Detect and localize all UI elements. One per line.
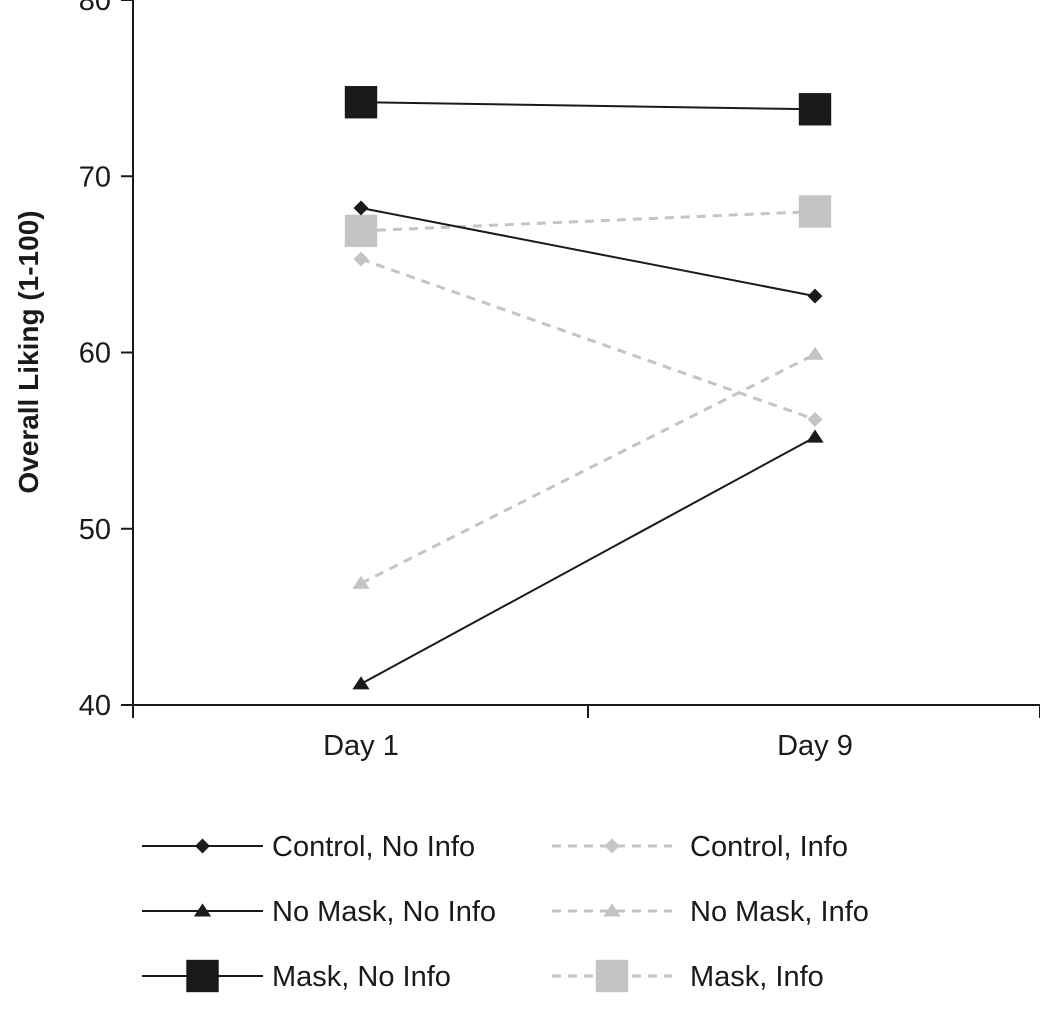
point-marker-control-no-info bbox=[807, 288, 823, 304]
axes: 40 50 60 70 80 Day 1 Day 9 bbox=[79, 0, 1040, 762]
legend-marker-control-info bbox=[604, 838, 620, 854]
series-markers bbox=[344, 86, 832, 690]
legend-label-mask-info: Mask, Info bbox=[690, 961, 824, 993]
legend-marker-mask-no-info bbox=[186, 959, 219, 993]
point-marker-control-no-info bbox=[353, 200, 369, 216]
series-line-mask-info bbox=[360, 210, 816, 233]
point-marker-no-mask-no-info bbox=[806, 429, 824, 443]
legend-label-no-mask-info: No Mask, Info bbox=[690, 896, 869, 928]
legend-marker-no-mask-no-info bbox=[193, 903, 212, 917]
point-marker-no-mask-info bbox=[806, 346, 824, 360]
y-tick-label: 80 bbox=[79, 0, 111, 17]
series-line-control-no-info bbox=[360, 206, 816, 298]
x-tick-label: Day 1 bbox=[323, 730, 399, 762]
series-line-mask-no-info bbox=[360, 101, 816, 111]
point-marker-mask-no-info bbox=[798, 93, 832, 126]
point-marker-mask-no-info bbox=[344, 86, 378, 119]
point-marker-control-info bbox=[353, 251, 369, 267]
legend: Control, No Info No Mask, No Info Mask, No… bbox=[142, 831, 869, 993]
point-marker-mask-info bbox=[344, 214, 378, 248]
point-marker-control-info bbox=[807, 412, 823, 427]
legend-marker-no-mask-info bbox=[603, 903, 621, 917]
legend-label-control-no-info: Control, No Info bbox=[272, 831, 475, 863]
legend-marker-control-no-info bbox=[195, 838, 210, 854]
legend-label-no-mask-no-info: No Mask, No Info bbox=[272, 896, 496, 928]
y-tick-label: 40 bbox=[79, 690, 111, 722]
series-lines bbox=[360, 101, 816, 685]
point-marker-mask-info bbox=[798, 195, 832, 228]
point-marker-no-mask-info bbox=[352, 575, 370, 589]
legend-label-control-info: Control, Info bbox=[690, 831, 848, 863]
legend-marker-mask-info bbox=[595, 959, 629, 993]
y-tick-label: 70 bbox=[79, 161, 111, 193]
y-tick-label: 60 bbox=[79, 338, 111, 370]
y-axis-title: Overall Liking (1-100) bbox=[13, 210, 44, 493]
point-marker-no-mask-no-info bbox=[352, 676, 370, 690]
y-tick-label: 50 bbox=[79, 514, 111, 546]
legend-label-mask-no-info: Mask, No Info bbox=[272, 961, 451, 993]
x-tick-label: Day 9 bbox=[777, 730, 853, 762]
series-line-no-mask-no-info bbox=[360, 436, 816, 685]
series-line-no-mask-info bbox=[360, 352, 816, 585]
